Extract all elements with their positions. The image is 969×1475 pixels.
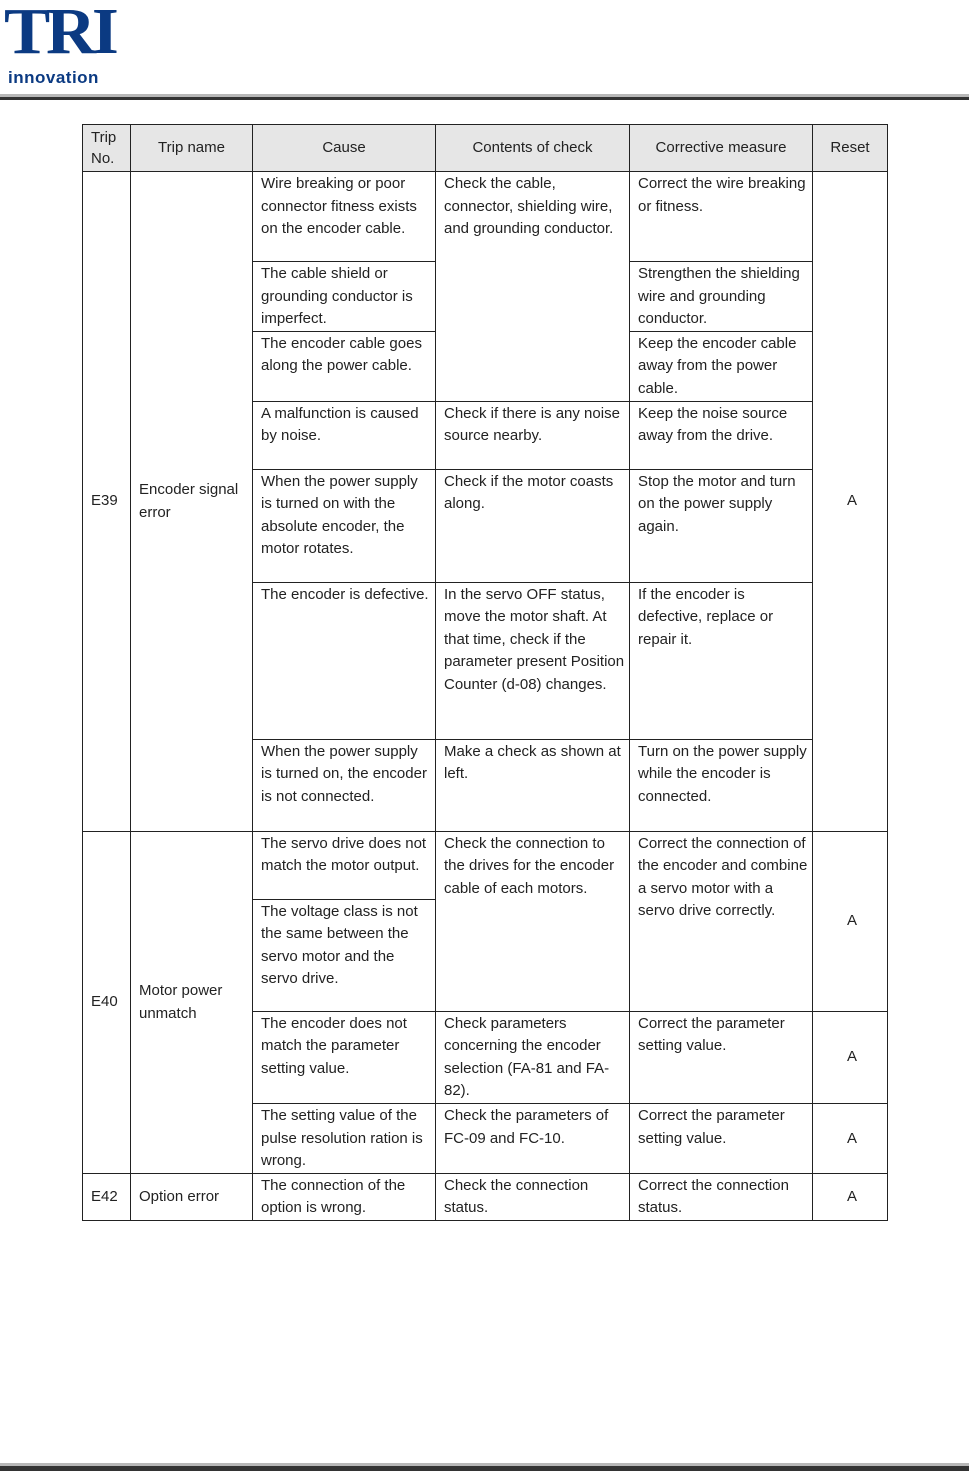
header-reset: Reset <box>812 124 888 172</box>
table-row: E42 Option error The connection of the o… <box>82 1172 888 1221</box>
trip-name: Encoder signal error <box>130 171 253 832</box>
reset-cell: A <box>812 1172 888 1221</box>
measure-cell: Correct the wire breaking or fitness. <box>629 171 813 262</box>
measure-cell: Keep the noise source away from the driv… <box>629 400 813 470</box>
reset-cell: A <box>812 830 888 1012</box>
measure-cell: Keep the encoder cable away from the pow… <box>629 330 813 402</box>
measure-cell: Correct the parameter setting value. <box>629 1102 813 1174</box>
cause-cell: The encoder cable goes along the power c… <box>252 330 436 402</box>
reset-cell: A <box>812 1102 888 1174</box>
measure-cell: If the encoder is defective, replace or … <box>629 581 813 740</box>
check-cell: Check the cable, connector, shielding wi… <box>435 171 630 402</box>
footer-rule-dark <box>0 1466 969 1471</box>
table-header-row: Trip No. Trip name Cause Contents of che… <box>82 124 888 172</box>
cause-cell: The connection of the option is wrong. <box>252 1172 436 1221</box>
check-cell: In the servo OFF status, move the motor … <box>435 581 630 740</box>
cause-cell: When the power supply is turned on with … <box>252 468 436 583</box>
table-row: The cable shield or grounding conductor … <box>83 261 888 332</box>
trip-name: Option error <box>130 1172 253 1221</box>
table-row: The encoder cable goes along the power c… <box>83 330 888 402</box>
footer-rule <box>0 1463 969 1466</box>
measure-cell: Correct the connection of the encoder an… <box>629 830 813 1012</box>
measure-cell: Stop the motor and turn on the power sup… <box>629 468 813 583</box>
check-cell: Check if there is any noise source nearb… <box>435 400 630 470</box>
trip-table: Trip No. Trip name Cause Contents of che… <box>82 124 888 1221</box>
header-rule <box>0 94 969 97</box>
table-row: When the power supply is turned on, the … <box>83 738 888 832</box>
cause-cell: When the power supply is turned on, the … <box>252 738 436 832</box>
check-cell: Check the connection status. <box>435 1172 630 1221</box>
check-cell: Check if the motor coasts along. <box>435 468 630 583</box>
measure-cell: Turn on the power supply while the encod… <box>629 738 813 832</box>
table-row: E39 Encoder signal error Wire breaking o… <box>82 171 888 832</box>
header-measure: Corrective measure <box>629 124 813 172</box>
measure-cell: Strengthen the shielding wire and ground… <box>629 261 813 332</box>
measure-cell: Correct the parameter setting value. <box>629 1010 813 1104</box>
header-check: Contents of check <box>435 124 630 172</box>
check-cell: Make a check as shown at left. <box>435 738 630 832</box>
trip-no: E42 <box>82 1172 131 1221</box>
header-cause: Cause <box>252 124 436 172</box>
check-cell: Check the parameters of FC-09 and FC-10. <box>435 1102 630 1174</box>
cause-cell: The encoder does not match the parameter… <box>252 1010 436 1104</box>
cause-cell: The servo drive does not match the motor… <box>252 830 436 900</box>
table-row: The setting value of the pulse resolutio… <box>83 1102 888 1174</box>
cause-cell: The setting value of the pulse resolutio… <box>252 1102 436 1174</box>
reset-cell: A <box>812 1010 888 1104</box>
cause-cell: Wire breaking or poor connector fitness … <box>252 171 436 262</box>
check-cell: Check the connection to the drives for t… <box>435 830 630 1012</box>
table-row: The encoder does not match the parameter… <box>83 1010 888 1104</box>
header-rule-dark <box>0 97 969 100</box>
trip-no: E39 <box>82 171 131 832</box>
measure-cell: Correct the connection status. <box>629 1172 813 1221</box>
tri-innovation-logo: TRI innovation <box>2 0 122 90</box>
cause-cell: The voltage class is not the same betwee… <box>252 898 436 1012</box>
check-cell: Check parameters concerning the encoder … <box>435 1010 630 1104</box>
logo-mark: TRI <box>4 0 119 68</box>
trip-name: Motor power unmatch <box>130 830 253 1174</box>
table-row: E40 Motor power unmatch The servo drive … <box>82 830 888 1174</box>
table-row: The encoder is defective. In the servo O… <box>83 581 888 740</box>
cause-cell: The encoder is defective. <box>252 581 436 740</box>
table-row: A malfunction is caused by noise. Check … <box>83 400 888 470</box>
header-trip-no: Trip No. <box>82 124 131 172</box>
header-trip-name: Trip name <box>130 124 253 172</box>
cause-cell: The cable shield or grounding conductor … <box>252 261 436 332</box>
cause-cell: A malfunction is caused by noise. <box>252 400 436 470</box>
table-row: When the power supply is turned on with … <box>83 468 888 583</box>
logo-subtext: innovation <box>8 68 99 87</box>
reset-cell: A <box>812 171 888 832</box>
trip-no: E40 <box>82 830 131 1174</box>
